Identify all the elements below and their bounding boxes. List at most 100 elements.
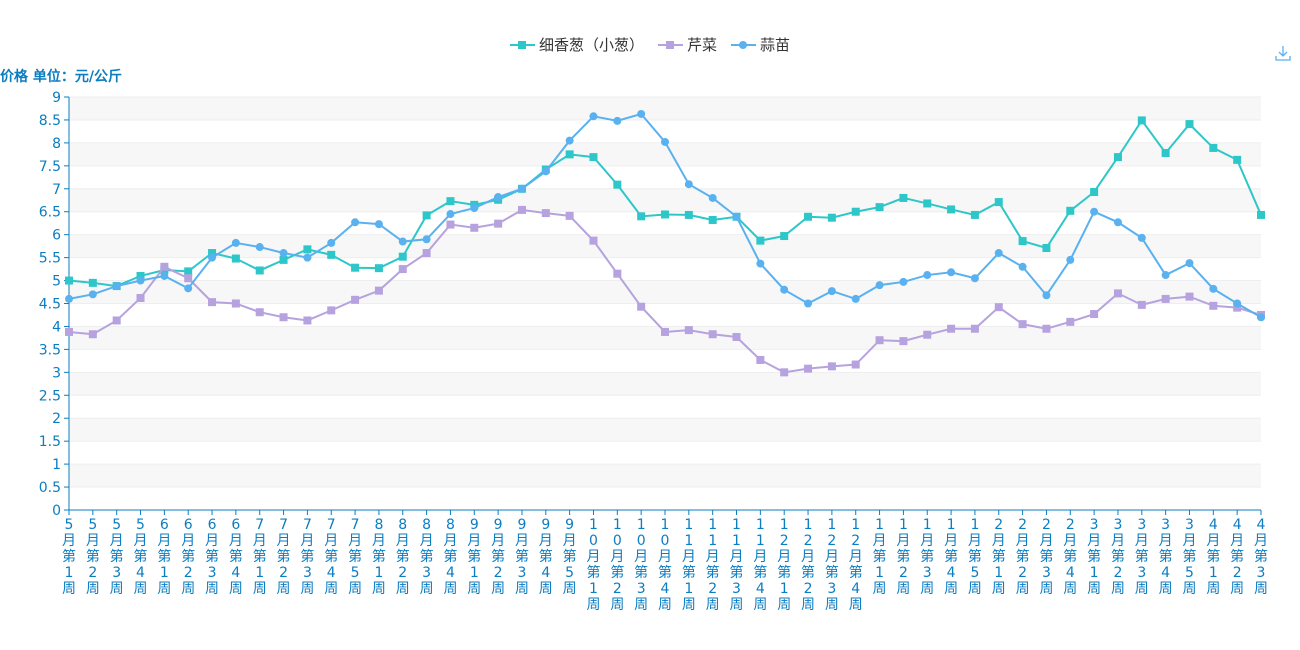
data-point[interactable]	[1137, 116, 1146, 125]
data-point[interactable]	[875, 203, 884, 212]
data-point[interactable]	[661, 327, 669, 336]
data-point[interactable]	[947, 205, 956, 214]
data-point[interactable]	[517, 205, 526, 214]
data-point[interactable]	[1209, 301, 1218, 310]
data-point[interactable]	[208, 298, 217, 307]
data-point[interactable]	[804, 212, 813, 221]
data-point[interactable]	[1161, 294, 1170, 303]
data-point[interactable]	[470, 223, 479, 232]
data-point[interactable]	[374, 220, 383, 229]
download-icon[interactable]	[1274, 44, 1292, 62]
data-point[interactable]	[827, 362, 836, 371]
data-point[interactable]	[923, 271, 932, 280]
data-point[interactable]	[1066, 255, 1075, 264]
data-point[interactable]	[327, 238, 336, 247]
data-point[interactable]	[1066, 317, 1075, 326]
data-point[interactable]	[851, 207, 860, 216]
data-point[interactable]	[541, 167, 550, 176]
data-point[interactable]	[851, 360, 860, 369]
data-point[interactable]	[1137, 300, 1146, 309]
data-point[interactable]	[589, 236, 598, 245]
data-point[interactable]	[684, 326, 693, 335]
data-point[interactable]	[279, 313, 288, 322]
data-point[interactable]	[112, 282, 121, 291]
data-point[interactable]	[1090, 207, 1099, 216]
data-point[interactable]	[327, 306, 336, 315]
data-point[interactable]	[1066, 206, 1075, 215]
data-point[interactable]	[303, 245, 312, 254]
data-point[interactable]	[756, 236, 765, 245]
data-point[interactable]	[1257, 313, 1265, 322]
data-point[interactable]	[184, 267, 193, 276]
data-point[interactable]	[1018, 320, 1027, 329]
data-point[interactable]	[88, 290, 97, 299]
data-point[interactable]	[684, 180, 693, 189]
data-point[interactable]	[970, 274, 979, 283]
data-point[interactable]	[613, 116, 622, 125]
data-point[interactable]	[1090, 187, 1099, 196]
data-point[interactable]	[351, 295, 360, 304]
data-point[interactable]	[804, 299, 813, 308]
data-point[interactable]	[827, 213, 836, 222]
data-point[interactable]	[970, 210, 979, 219]
data-point[interactable]	[208, 253, 217, 262]
data-point[interactable]	[1185, 120, 1194, 129]
data-point[interactable]	[1090, 310, 1099, 319]
data-point[interactable]	[494, 193, 503, 202]
data-point[interactable]	[947, 268, 956, 277]
data-point[interactable]	[470, 204, 479, 213]
data-point[interactable]	[1018, 237, 1027, 246]
data-point[interactable]	[1185, 292, 1194, 301]
data-point[interactable]	[708, 215, 717, 224]
data-point[interactable]	[1113, 218, 1122, 227]
data-point[interactable]	[1209, 143, 1218, 152]
data-point[interactable]	[1233, 299, 1242, 308]
data-point[interactable]	[947, 324, 956, 333]
data-point[interactable]	[613, 269, 622, 278]
data-point[interactable]	[780, 232, 789, 241]
data-point[interactable]	[1233, 303, 1242, 312]
data-point[interactable]	[994, 303, 1003, 312]
data-point[interactable]	[65, 276, 73, 285]
data-point[interactable]	[184, 284, 193, 293]
data-point[interactable]	[88, 278, 97, 287]
data-point[interactable]	[1233, 155, 1242, 164]
data-point[interactable]	[613, 180, 622, 189]
data-point[interactable]	[494, 219, 503, 228]
data-point[interactable]	[565, 136, 574, 145]
data-point[interactable]	[1042, 243, 1051, 252]
data-point[interactable]	[88, 330, 97, 339]
data-point[interactable]	[231, 299, 240, 308]
data-point[interactable]	[589, 153, 598, 162]
data-point[interactable]	[756, 259, 765, 268]
data-point[interactable]	[923, 199, 932, 208]
data-point[interactable]	[541, 209, 550, 218]
legend-item-1[interactable]: 芹菜	[657, 34, 717, 55]
data-point[interactable]	[303, 253, 312, 262]
data-point[interactable]	[112, 316, 121, 325]
data-point[interactable]	[446, 197, 455, 206]
data-point[interactable]	[756, 355, 765, 364]
data-point[interactable]	[804, 364, 813, 373]
data-point[interactable]	[827, 287, 836, 296]
data-point[interactable]	[1161, 271, 1170, 280]
data-point[interactable]	[637, 302, 646, 311]
data-point[interactable]	[923, 330, 932, 339]
legend-item-0[interactable]: 细香葱（小葱）	[509, 34, 644, 55]
data-point[interactable]	[279, 249, 288, 258]
data-point[interactable]	[1042, 291, 1051, 300]
data-point[interactable]	[994, 249, 1003, 258]
data-point[interactable]	[184, 274, 193, 283]
data-point[interactable]	[708, 330, 717, 339]
data-point[interactable]	[446, 210, 455, 219]
data-point[interactable]	[136, 276, 145, 285]
data-point[interactable]	[160, 262, 169, 271]
data-point[interactable]	[374, 286, 383, 295]
data-point[interactable]	[1161, 148, 1170, 157]
data-point[interactable]	[780, 368, 789, 377]
data-point[interactable]	[1042, 324, 1051, 333]
data-point[interactable]	[422, 249, 431, 258]
data-point[interactable]	[398, 265, 407, 274]
data-point[interactable]	[517, 184, 526, 193]
data-point[interactable]	[565, 211, 574, 220]
